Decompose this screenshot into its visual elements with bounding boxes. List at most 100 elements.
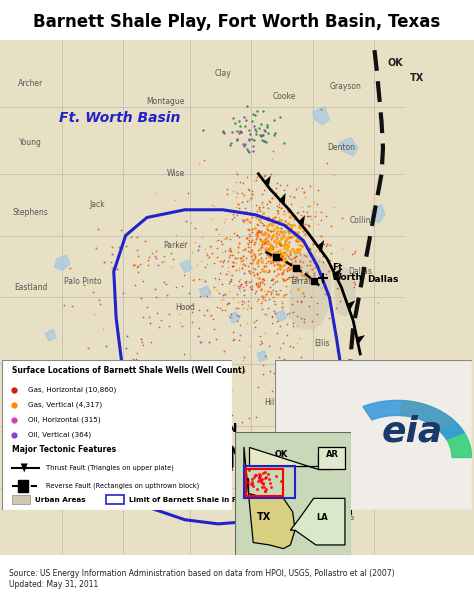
Point bbox=[250, 135, 258, 145]
Point bbox=[270, 257, 277, 267]
Point bbox=[258, 277, 265, 287]
Point bbox=[252, 234, 259, 244]
Point bbox=[330, 202, 338, 212]
Point bbox=[317, 215, 325, 224]
Point bbox=[327, 221, 334, 231]
Point bbox=[219, 261, 226, 271]
Point bbox=[287, 264, 294, 273]
Point bbox=[242, 115, 250, 124]
Polygon shape bbox=[21, 463, 27, 473]
Point bbox=[80, 280, 88, 290]
Point bbox=[122, 242, 129, 251]
Point bbox=[266, 197, 274, 207]
Point bbox=[294, 245, 301, 254]
Point bbox=[255, 202, 263, 211]
Point bbox=[141, 236, 149, 246]
Point bbox=[251, 264, 258, 273]
Point bbox=[248, 474, 255, 484]
Point bbox=[203, 305, 210, 315]
Point bbox=[218, 256, 226, 266]
Point bbox=[101, 363, 109, 373]
Point bbox=[289, 376, 297, 386]
Point bbox=[294, 239, 302, 249]
Point bbox=[248, 281, 256, 291]
Point bbox=[167, 248, 174, 257]
Point bbox=[281, 247, 289, 257]
Point bbox=[266, 478, 273, 488]
Bar bbox=[246, 508, 273, 514]
Point bbox=[260, 136, 267, 146]
Point bbox=[269, 146, 277, 156]
Point bbox=[268, 274, 276, 284]
Point bbox=[278, 441, 286, 451]
Point bbox=[280, 243, 287, 253]
Point bbox=[257, 475, 265, 485]
Point bbox=[332, 303, 340, 313]
Point bbox=[255, 205, 263, 215]
Point bbox=[261, 329, 269, 338]
Text: Urban Areas: Urban Areas bbox=[35, 497, 85, 503]
Point bbox=[257, 226, 264, 236]
Point bbox=[113, 265, 121, 275]
Point bbox=[264, 256, 272, 265]
Point bbox=[274, 259, 282, 269]
Point bbox=[221, 305, 229, 315]
Point bbox=[261, 487, 268, 497]
Point bbox=[253, 286, 260, 296]
Point bbox=[253, 200, 260, 210]
Point bbox=[252, 223, 259, 233]
Point bbox=[252, 316, 260, 326]
Point bbox=[239, 283, 247, 292]
Point bbox=[244, 185, 252, 194]
Point bbox=[130, 260, 138, 270]
Point bbox=[237, 253, 244, 262]
Point bbox=[241, 297, 248, 307]
Point bbox=[205, 337, 213, 347]
Point bbox=[233, 230, 241, 240]
Point bbox=[249, 110, 257, 120]
Point bbox=[262, 227, 269, 237]
Point bbox=[253, 257, 261, 267]
Point bbox=[246, 126, 253, 135]
Point bbox=[292, 272, 300, 281]
Point bbox=[270, 260, 278, 270]
Point bbox=[263, 248, 271, 257]
Point bbox=[245, 302, 253, 312]
Point bbox=[278, 233, 285, 243]
Point bbox=[134, 251, 141, 261]
Point bbox=[239, 216, 247, 226]
Point bbox=[219, 257, 227, 267]
Point bbox=[317, 246, 324, 256]
Point bbox=[296, 249, 304, 259]
Point bbox=[233, 167, 240, 177]
Point bbox=[307, 214, 315, 224]
Point bbox=[151, 376, 159, 386]
Point bbox=[251, 270, 258, 280]
Point bbox=[232, 192, 240, 202]
Point bbox=[290, 220, 298, 230]
Point bbox=[133, 262, 140, 272]
Point bbox=[248, 477, 255, 487]
Point bbox=[272, 238, 280, 248]
Point bbox=[287, 220, 294, 230]
Point bbox=[247, 237, 255, 247]
Point bbox=[322, 241, 330, 251]
Point bbox=[212, 236, 220, 246]
Point bbox=[289, 379, 296, 389]
Point bbox=[256, 216, 264, 226]
Point bbox=[323, 435, 331, 445]
Point bbox=[210, 201, 218, 211]
Point bbox=[227, 276, 235, 286]
Point bbox=[256, 214, 264, 224]
Point bbox=[307, 249, 314, 259]
Point bbox=[189, 317, 196, 327]
Point bbox=[304, 243, 312, 253]
Point bbox=[215, 229, 223, 238]
Point bbox=[243, 233, 250, 243]
Point bbox=[289, 318, 297, 327]
Point bbox=[303, 260, 310, 270]
Point bbox=[249, 146, 256, 156]
Point bbox=[220, 346, 228, 356]
Point bbox=[270, 242, 277, 251]
Point bbox=[296, 249, 304, 259]
